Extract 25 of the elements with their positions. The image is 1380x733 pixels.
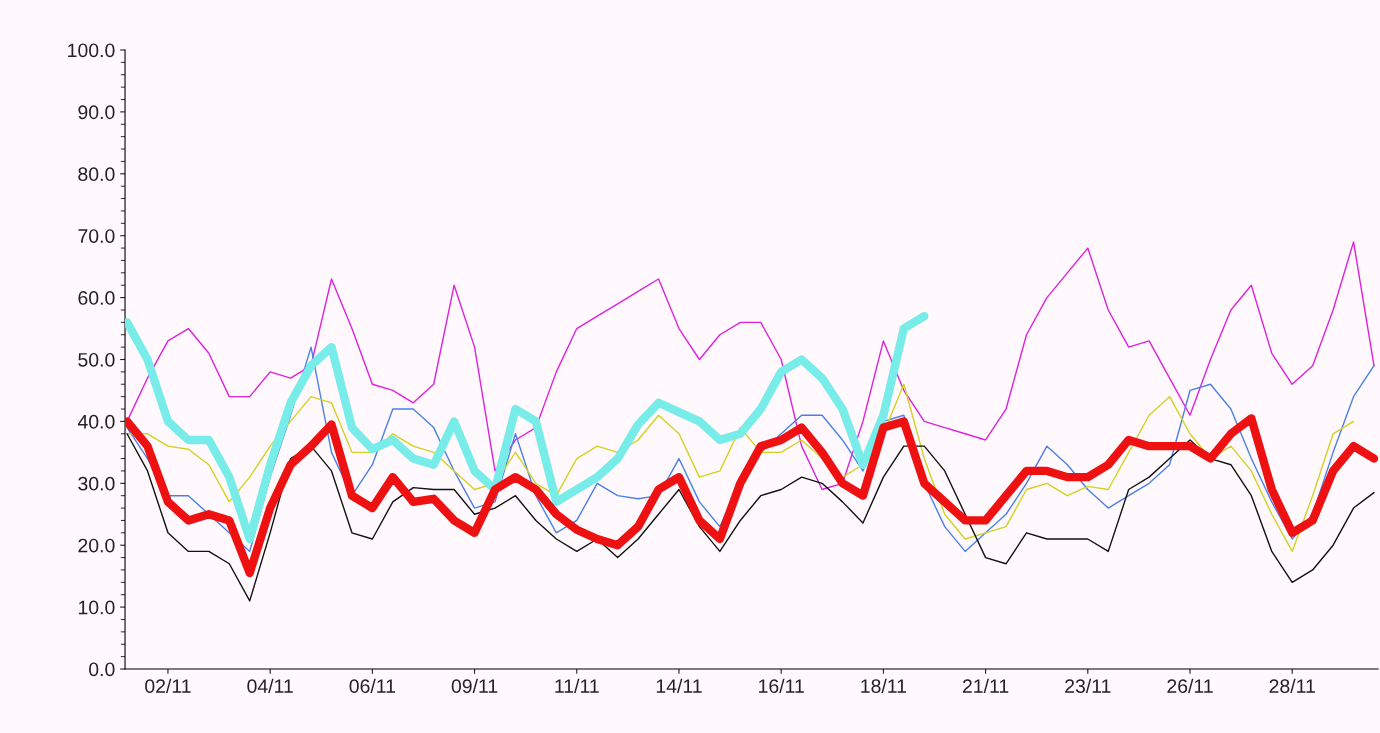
y-tick-label: 20.0 <box>78 538 115 553</box>
y-tick-label: 30.0 <box>78 476 115 491</box>
x-tick-label: 06/11 <box>349 678 396 694</box>
y-tick-label: 60.0 <box>78 291 115 305</box>
y-tick-label: 70.0 <box>78 229 115 243</box>
y-tick-label: 0.0 <box>89 662 115 677</box>
x-tick-label: 14/11 <box>656 678 702 694</box>
x-tick-label: 21/11 <box>962 678 1009 694</box>
y-tick-label: 90.0 <box>78 105 115 120</box>
x-tick-label: 11/11 <box>555 678 599 694</box>
line-series <box>126 433 1375 602</box>
y-tick-label: 40.0 <box>77 414 115 429</box>
x-tick-label: 16/11 <box>759 678 804 694</box>
y-tick-label: 50.0 <box>78 352 115 367</box>
line-series <box>126 241 1375 491</box>
x-tick-label: 23/11 <box>1065 678 1111 694</box>
y-tick-label: 10.0 <box>78 600 115 615</box>
x-tick-label: 18/11 <box>861 678 907 694</box>
x-tick-label: 26/11 <box>1167 678 1213 694</box>
x-tick-label: 02/11 <box>145 678 191 694</box>
y-tick-label: 100.0 <box>68 43 115 58</box>
x-tick-label: 04/11 <box>247 678 293 694</box>
x-tick-label: 28/11 <box>1269 678 1315 694</box>
y-tick-label: 80.0 <box>78 167 115 182</box>
x-tick-label: 09/11 <box>451 678 498 694</box>
